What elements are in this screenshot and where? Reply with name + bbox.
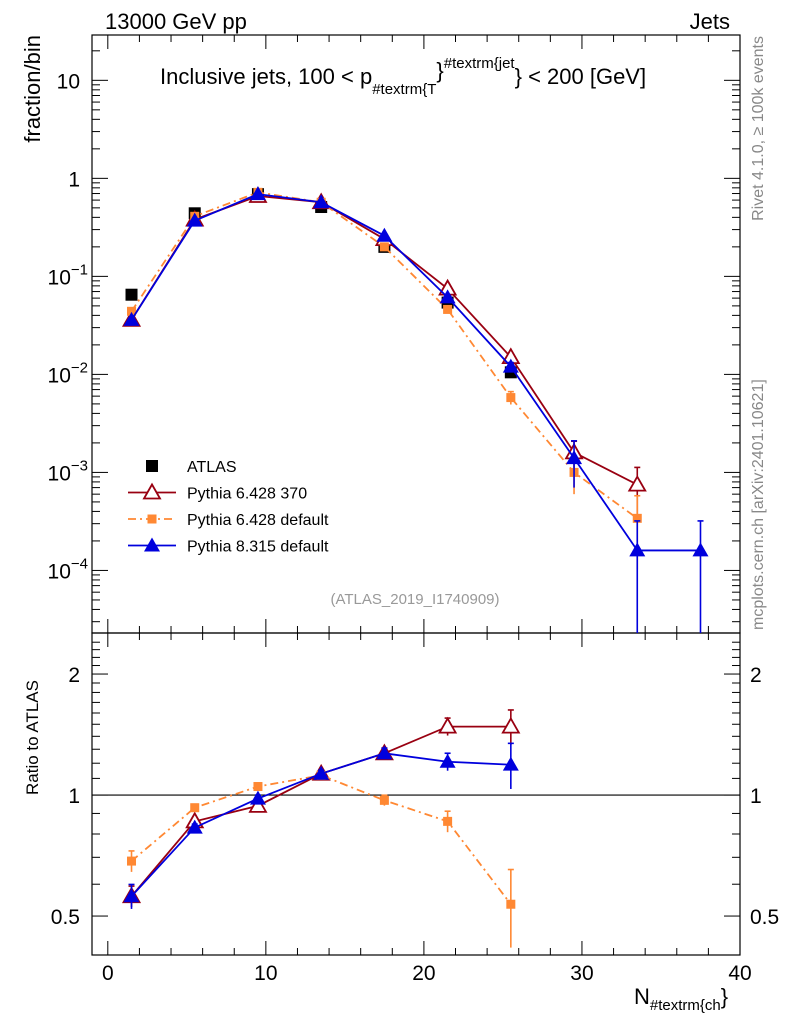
py8-point (502, 358, 519, 373)
py8-ratio-point (376, 745, 393, 760)
py6_def-point (506, 393, 516, 403)
title-end: } < 200 [GeV] (515, 64, 646, 89)
py8-point (186, 212, 203, 227)
ratio-y-tick-label: 2 (750, 664, 762, 687)
xlabel-end: } (721, 984, 728, 1009)
py8-ratio-point (186, 819, 203, 834)
py8-point (566, 450, 583, 465)
py8-ratio-point (313, 765, 330, 780)
x-axis-label: N#textrm{ch} (634, 984, 728, 1014)
py6_def-ratio-point (190, 803, 200, 813)
x-tick-label: 40 (728, 962, 751, 985)
py6_def-ratio-point (379, 795, 389, 805)
py6_def-point (443, 304, 453, 314)
y-tick-label: 10−4 (48, 555, 88, 583)
py6_370-ratio-line (130, 725, 511, 897)
legend-entry: Pythia 6.428 default (187, 512, 329, 529)
xlabel-main: N (634, 984, 650, 1009)
py6_def-point (632, 513, 642, 523)
py6_def-ratio-point (506, 899, 516, 909)
py6_def-ratio-point (253, 782, 263, 792)
y-tick-label: 10−3 (48, 457, 88, 485)
ratio-y-tick-label: 0.5 (51, 906, 80, 929)
py8-point (249, 186, 266, 201)
x-tick-label: 0 (102, 962, 114, 985)
legend-marker (147, 514, 157, 524)
title-main: Inclusive jets, 100 < p (160, 64, 372, 89)
y-tick-base: 10 (48, 560, 71, 583)
py8-line (130, 193, 701, 552)
ratio-y-tick-label: 1 (750, 785, 762, 808)
header-right: Jets (690, 9, 730, 34)
mcplots-label: mcplots.cern.ch [arXiv:2401.10621] (750, 379, 767, 630)
main-title: Inclusive jets, 100 < p#textrm{T}#textrm… (160, 55, 646, 98)
ratio-y-tick-label: 2 (68, 664, 80, 687)
legend-entry: Pythia 6.428 370 (187, 486, 307, 503)
y-tick-exp: −2 (71, 359, 88, 376)
ratio-y-tick-label: 1 (68, 785, 80, 808)
y-tick-label: 10−2 (48, 359, 88, 387)
ratio-y-axis-label: Ratio to ATLAS (23, 680, 42, 795)
title-sup: #textrm{jet (444, 55, 516, 72)
x-tick-label: 10 (254, 962, 277, 985)
py6_370-ratio-point (501, 716, 521, 734)
y-tick-base: 1 (68, 168, 80, 191)
py8-point (692, 542, 709, 557)
py8-ratio-point (123, 888, 140, 903)
header-left: 13000 GeV pp (105, 9, 247, 34)
py6_def-point (379, 242, 389, 252)
xlabel-sub: #textrm{ch (650, 997, 721, 1014)
ratio-frame (91, 632, 741, 956)
y-tick-base: 10 (48, 462, 71, 485)
y-tick-exp: −4 (71, 555, 88, 572)
py6_def-ratio-point (443, 816, 453, 826)
y-tick-label: 10−1 (48, 261, 88, 289)
legend-marker (146, 460, 158, 472)
title-sub: #textrm{T (372, 81, 436, 98)
ratio-y-tick-label: 0.5 (750, 906, 779, 929)
py8-ratio-point (249, 790, 266, 805)
y-tick-base: 10 (57, 70, 80, 93)
py6_def-point (127, 306, 137, 316)
legend-entry: ATLAS (187, 459, 237, 476)
py6_def-ratio-point (127, 856, 137, 866)
ATLAS-point (125, 288, 138, 301)
x-tick-label: 30 (570, 962, 593, 985)
y-tick-label: 1 (68, 168, 80, 191)
py6_370-point (627, 474, 647, 492)
title-mid: } (436, 58, 443, 83)
py8-point (376, 227, 393, 242)
py8-point (439, 289, 456, 304)
py6_370-ratio-point (438, 716, 458, 734)
legend: ATLAS Pythia 6.428 370 Pythia 6.428 defaul… (128, 459, 329, 556)
legend-entry: Pythia 8.315 default (187, 539, 329, 556)
py8-point (313, 194, 330, 209)
y-axis-label: fraction/bin (20, 35, 45, 143)
rivet-label: Rivet 4.1.0, ≥ 100k events (750, 36, 767, 221)
analysis-watermark: (ATLAS_2019_I1740909) (330, 591, 499, 608)
y-tick-label: 10 (57, 70, 80, 93)
y-tick-exp: −1 (71, 261, 88, 278)
py8-ratio-point (439, 753, 456, 768)
y-tick-exp: −3 (71, 457, 88, 474)
py8-point (629, 542, 646, 557)
legend-marker (144, 537, 160, 552)
py6_370-ratio-point (248, 796, 268, 813)
x-tick-label: 20 (412, 962, 435, 985)
y-tick-base: 10 (48, 364, 71, 387)
py8-point (123, 311, 140, 326)
py8-ratio-point (502, 756, 519, 771)
legend-marker (142, 482, 162, 500)
y-tick-base: 10 (48, 266, 71, 289)
